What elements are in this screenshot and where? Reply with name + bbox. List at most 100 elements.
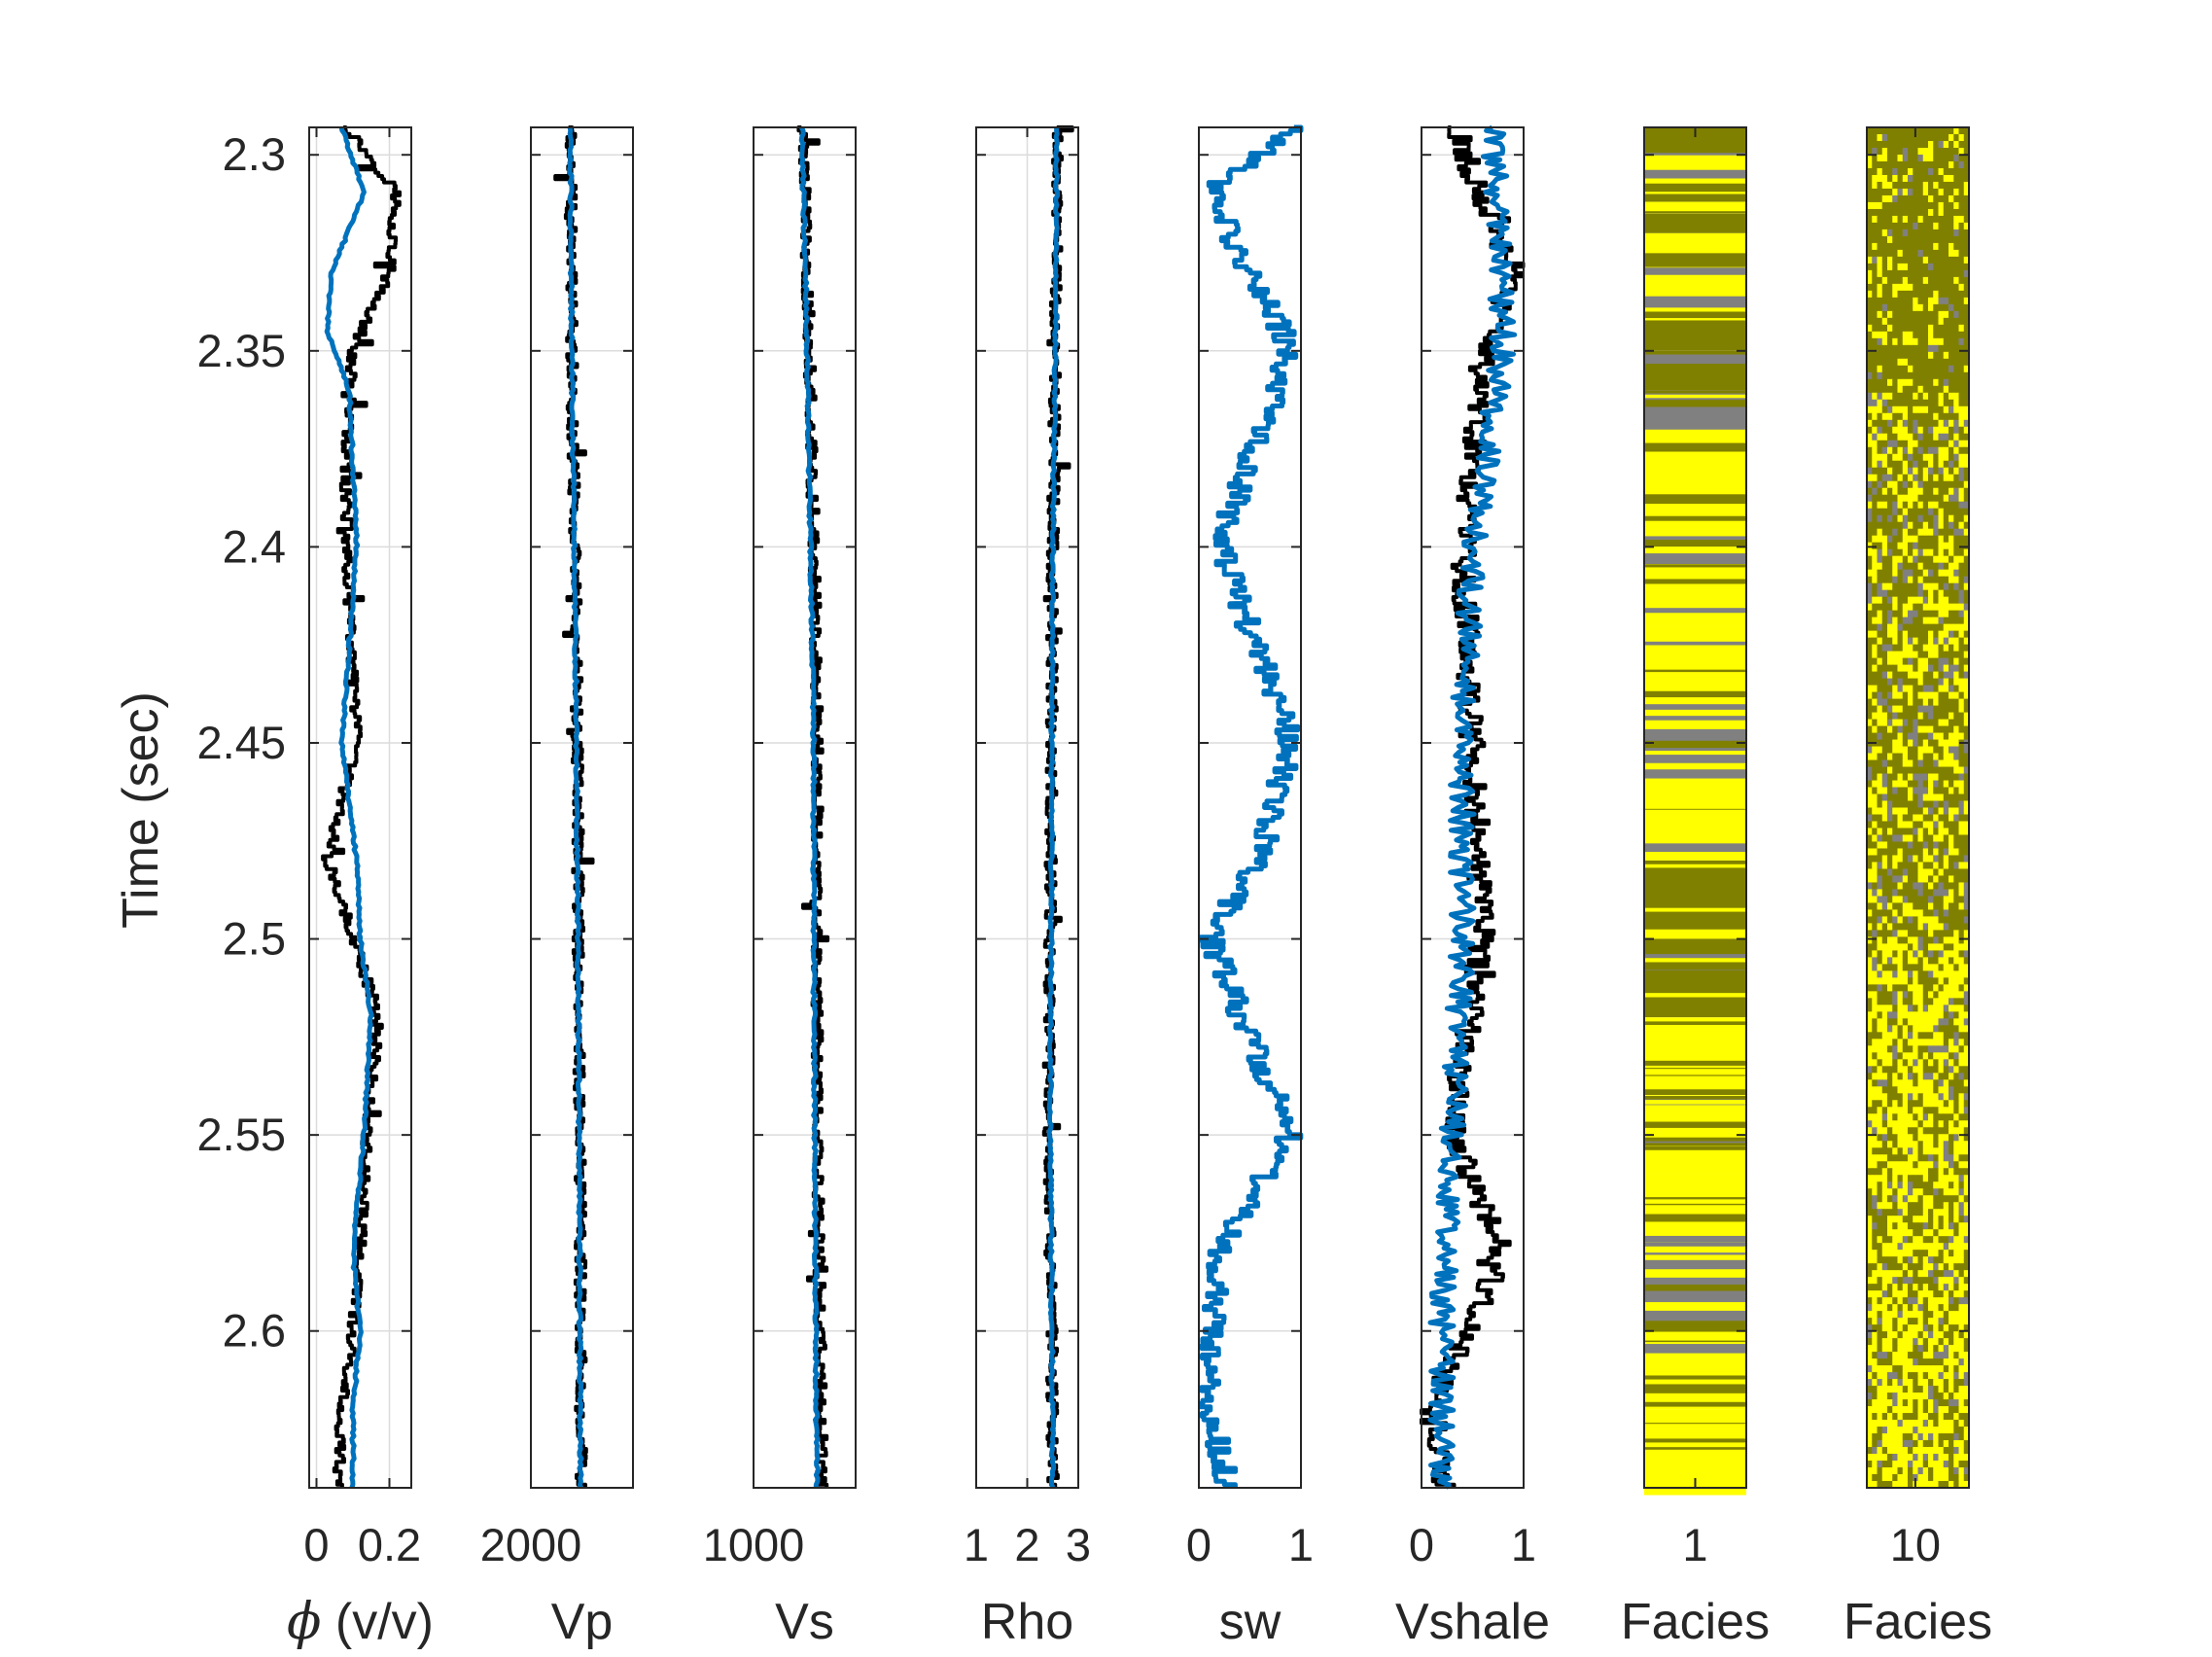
facies-cell xyxy=(1897,753,1904,760)
facies-cell xyxy=(1881,256,1888,264)
facies-cell xyxy=(1887,800,1893,808)
facies-cell xyxy=(1881,235,1888,244)
facies-cell xyxy=(1867,371,1873,380)
facies-cell xyxy=(1867,215,1873,224)
facies-cell xyxy=(1872,1304,1878,1312)
facies-cell xyxy=(1877,1304,1883,1312)
facies-cell xyxy=(1887,1141,1893,1148)
facies-cell xyxy=(1943,167,1949,176)
facies-cell xyxy=(1953,848,1959,856)
facies-cell xyxy=(1933,542,1939,550)
facies-cell xyxy=(1902,508,1909,516)
facies-cell xyxy=(1958,351,1965,360)
facies-cell xyxy=(1908,896,1914,903)
facies-band xyxy=(1644,1100,1746,1105)
facies-cell xyxy=(1881,964,1888,971)
facies-cell xyxy=(1938,787,1945,794)
facies-cell xyxy=(1943,1107,1949,1114)
facies-cell xyxy=(1902,882,1909,890)
facies-cell xyxy=(1933,746,1939,754)
facies-cell xyxy=(1897,902,1904,910)
facies-cell xyxy=(1881,698,1888,706)
facies-cell xyxy=(1949,1270,1954,1278)
facies-cell xyxy=(1958,1263,1965,1271)
facies-cell xyxy=(1963,787,1970,794)
facies-cell xyxy=(1902,440,1909,448)
facies-cell xyxy=(1963,875,1970,883)
facies-cell xyxy=(1922,998,1929,1005)
facies-cell xyxy=(1943,964,1949,971)
facies-cell xyxy=(1958,1086,1965,1094)
facies-cell xyxy=(1902,1284,1909,1291)
facies-cell xyxy=(1913,1120,1918,1128)
facies-cell xyxy=(1892,222,1898,230)
facies-cell xyxy=(1887,807,1893,815)
facies-cell xyxy=(1943,385,1949,394)
facies-cell xyxy=(1887,514,1893,523)
facies-cell xyxy=(1908,950,1914,958)
facies-cell xyxy=(1902,1073,1909,1080)
facies-cell xyxy=(1917,1318,1924,1325)
facies-cell xyxy=(1922,936,1929,944)
facies-cell xyxy=(1963,487,1970,496)
facies-cell xyxy=(1922,385,1929,394)
facies-cell xyxy=(1913,991,1918,999)
facies-cell xyxy=(1928,1393,1934,1400)
facies-cell xyxy=(1872,896,1878,903)
facies-cell xyxy=(1877,460,1883,469)
facies-cell xyxy=(1953,936,1959,944)
facies-cell xyxy=(1872,1161,1878,1169)
facies-cell xyxy=(1928,943,1934,951)
facies-cell xyxy=(1938,181,1945,190)
facies-cell xyxy=(1877,821,1883,828)
facies-cell xyxy=(1887,909,1893,917)
facies-cell xyxy=(1913,433,1918,441)
facies-cell xyxy=(1872,147,1878,156)
facies-cell xyxy=(1943,215,1949,224)
facies-cell xyxy=(1922,405,1929,414)
facies-cell xyxy=(1943,637,1949,646)
facies-cell xyxy=(1949,1113,1954,1121)
facies-cell xyxy=(1933,256,1939,264)
facies-cell xyxy=(1887,1324,1893,1332)
facies-cell xyxy=(1938,691,1945,699)
facies-cell xyxy=(1963,229,1970,237)
facies-cell xyxy=(1872,249,1878,258)
facies-cell xyxy=(1892,617,1898,625)
facies-cell xyxy=(1922,848,1929,856)
facies-cell xyxy=(1938,229,1945,237)
facies-cell xyxy=(1922,1406,1929,1414)
facies-cell xyxy=(1872,521,1878,530)
facies-cell xyxy=(1881,868,1888,876)
facies-cell xyxy=(1908,1352,1914,1359)
facies-cell xyxy=(1867,984,1873,992)
facies-cell xyxy=(1963,1386,1970,1393)
facies-cell xyxy=(1922,1202,1929,1210)
facies-cell xyxy=(1933,324,1939,333)
facies-cell xyxy=(1881,419,1888,428)
facies-cell xyxy=(1872,834,1878,842)
facies-cell xyxy=(1958,753,1965,760)
facies-cell xyxy=(1922,916,1929,924)
facies-cell xyxy=(1953,242,1959,251)
facies-cell xyxy=(1949,1073,1954,1080)
facies-cell xyxy=(1943,1195,1949,1203)
facies-cell xyxy=(1913,610,1918,618)
facies-cell xyxy=(1892,208,1898,217)
facies-band xyxy=(1644,860,1746,939)
facies-cell xyxy=(1897,1324,1904,1332)
facies-cell xyxy=(1933,1107,1939,1114)
facies-cell xyxy=(1928,589,1934,598)
facies-cell xyxy=(1953,896,1959,903)
facies-band xyxy=(1644,555,1746,564)
facies-cell xyxy=(1917,1427,1924,1434)
facies-cell xyxy=(1877,1284,1883,1291)
facies-cell xyxy=(1892,480,1898,489)
facies-cell xyxy=(1958,759,1965,767)
facies-cell xyxy=(1943,1086,1949,1094)
facies-cell xyxy=(1917,269,1924,278)
facies-cell xyxy=(1949,528,1954,537)
facies-cell xyxy=(1933,235,1939,244)
facies-cell xyxy=(1928,310,1934,319)
facies-cell xyxy=(1881,1181,1888,1189)
